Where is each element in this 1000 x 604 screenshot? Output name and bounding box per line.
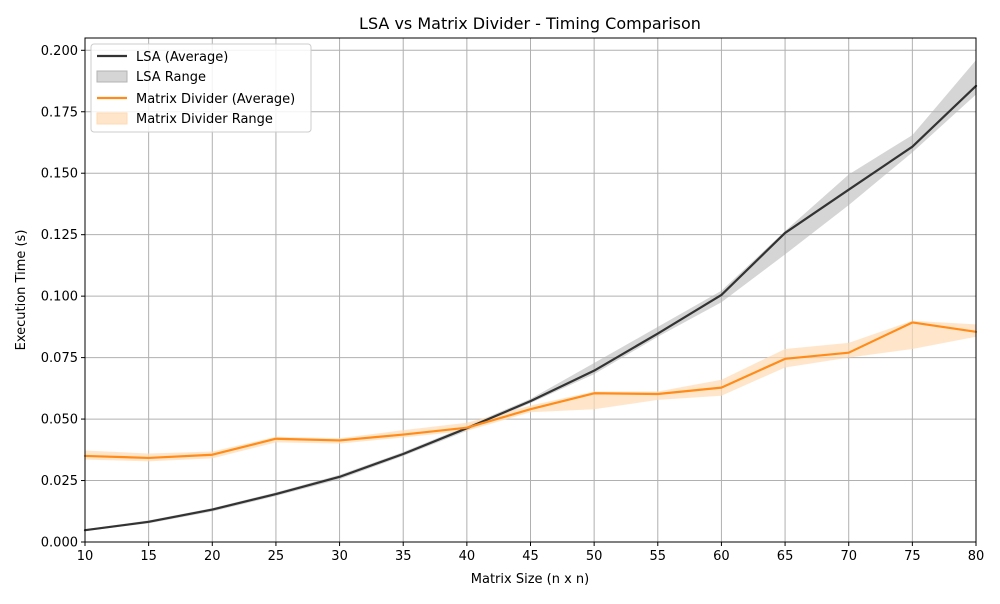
lsa-average-line (83, 84, 978, 532)
grid-lines (84, 38, 977, 543)
y-tick-label: 0.000 (41, 536, 78, 551)
legend-label-matrix-divider-range: Matrix Divider Range (136, 112, 273, 127)
legend-label-lsa-range: LSA Range (136, 70, 206, 85)
legend-label-lsa-average: LSA (Average) (136, 50, 228, 65)
x-tick-label: 70 (840, 549, 857, 564)
y-tick-label: 0.050 (41, 413, 78, 428)
y-tick-label: 0.075 (41, 351, 78, 366)
series-lines (83, 84, 978, 532)
y-tick-label: 0.200 (41, 44, 78, 59)
y-tick-label: 0.175 (41, 105, 78, 120)
legend-box (90, 43, 312, 133)
x-tick-label: 55 (650, 549, 667, 564)
x-tick-label: 15 (140, 549, 157, 564)
x-tick-label: 75 (904, 549, 921, 564)
legend-swatch-matrix-divider-range (96, 112, 128, 125)
matrix-divider-average-line (83, 321, 978, 460)
x-tick-label: 25 (268, 549, 285, 564)
x-tick-label: 10 (77, 549, 94, 564)
x-axis-ticks: 10 15 20 25 30 35 40 45 50 55 60 65 70 75 80 (77, 542, 985, 564)
x-axis-label: Matrix Size (n x n) (471, 572, 589, 587)
x-tick-label: 35 (395, 549, 412, 564)
legend: LSA (Average) LSA Range Matrix Divider (… (90, 43, 312, 133)
x-tick-label: 60 (713, 549, 730, 564)
chart-title: LSA vs Matrix Divider - Timing Compariso… (359, 14, 701, 33)
legend-swatch-lsa-range (96, 70, 128, 83)
x-tick-label: 20 (204, 549, 221, 564)
x-tick-label: 40 (459, 549, 476, 564)
x-tick-label: 30 (331, 549, 348, 564)
y-tick-label: 0.025 (41, 474, 78, 489)
x-tick-label: 50 (586, 549, 603, 564)
y-axis-label: Execution Time (s) (14, 230, 29, 351)
y-axis-ticks: 0.000 0.025 0.050 0.075 0.100 0.125 0.150 0.175… (41, 44, 85, 551)
x-tick-label: 65 (777, 549, 794, 564)
y-tick-label: 0.125 (41, 228, 78, 243)
y-tick-label: 0.100 (41, 290, 78, 305)
legend-label-matrix-divider-average: Matrix Divider (Average) (136, 92, 295, 107)
y-tick-label: 0.150 (41, 167, 78, 182)
x-tick-label: 80 (968, 549, 985, 564)
x-tick-label: 45 (522, 549, 539, 564)
